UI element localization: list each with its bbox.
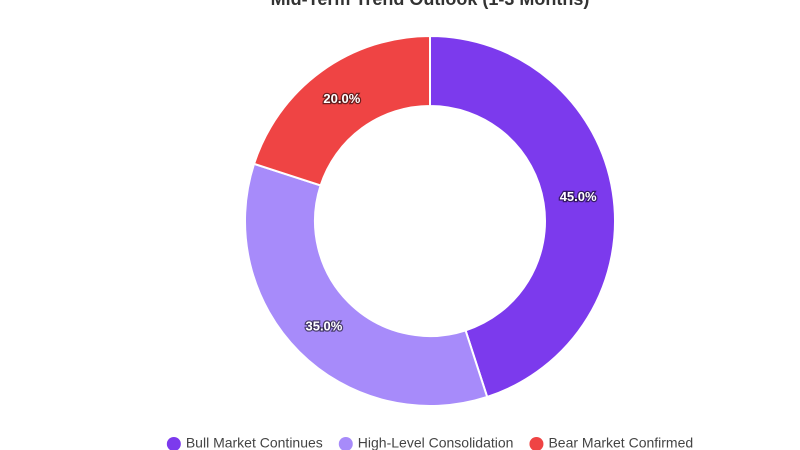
donut-slice	[252, 34, 431, 187]
legend-marker	[529, 437, 544, 450]
value-label: 35.0%	[305, 319, 342, 334]
legend-label: High-Level Consolidation	[358, 435, 514, 450]
legend-marker	[338, 437, 353, 450]
legend-label: Bear Market Confirmed	[548, 435, 693, 450]
legend: Bull Market Continues High-Level Consolid…	[166, 435, 693, 450]
value-label: 20.0%	[323, 91, 360, 106]
donut-slice	[244, 162, 489, 407]
value-label: 45.0%	[560, 189, 597, 204]
donut-slice	[429, 34, 616, 399]
legend-marker	[166, 437, 181, 450]
chart-title: Mid-Term Trend Outlook (1-3 Months)	[271, 0, 590, 9]
legend-label: Bull Market Continues	[186, 435, 323, 450]
